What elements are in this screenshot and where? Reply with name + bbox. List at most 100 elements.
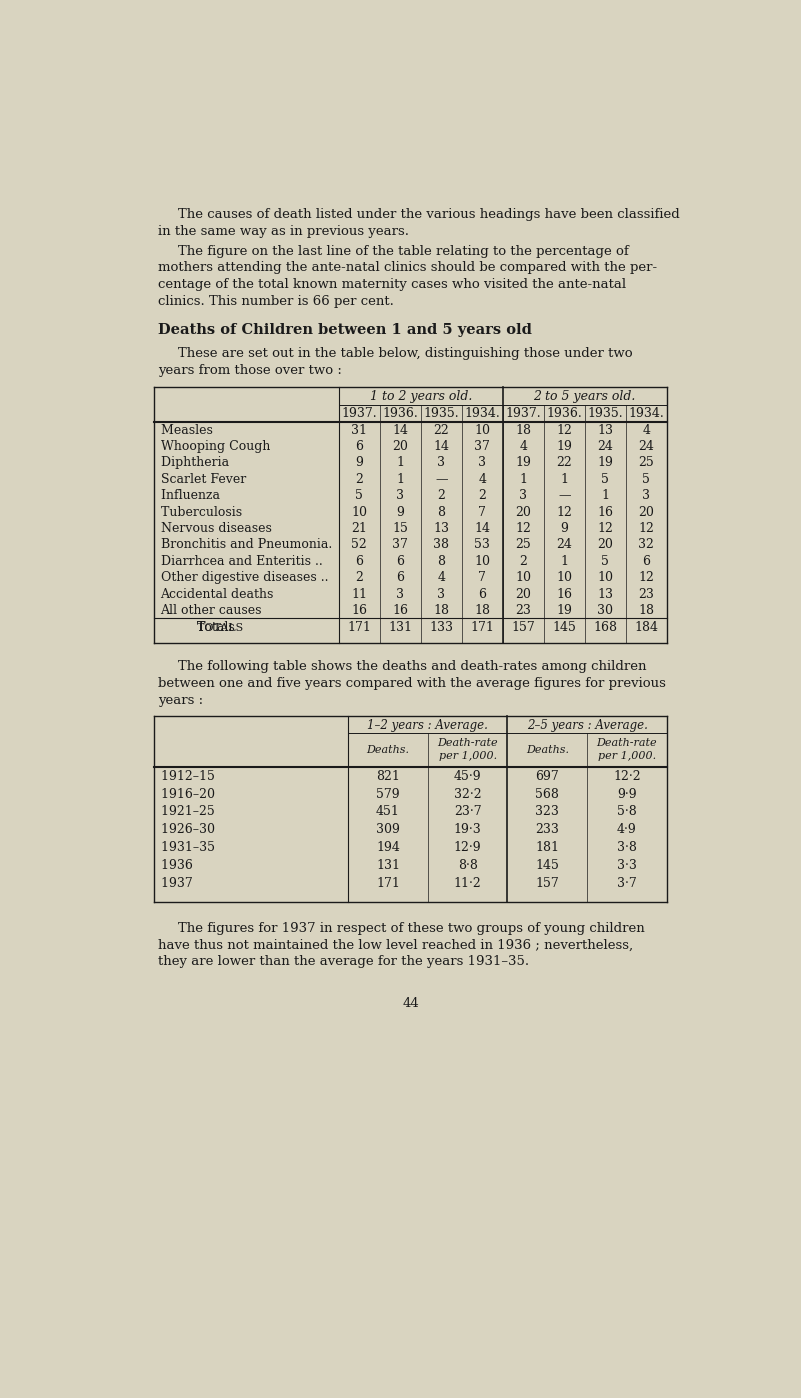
Text: 23: 23 [638, 587, 654, 601]
Text: they are lower than the average for the years 1931–35.: they are lower than the average for the … [159, 955, 529, 969]
Text: 6: 6 [642, 555, 650, 568]
Text: 16: 16 [598, 506, 614, 519]
Text: Influenza: Influenza [160, 489, 276, 502]
Text: between one and five years compared with the average figures for previous: between one and five years compared with… [159, 677, 666, 689]
Text: 24: 24 [638, 440, 654, 453]
Text: 19: 19 [556, 604, 572, 617]
Text: 5: 5 [356, 489, 363, 502]
Text: Diarrhcea and Enteritis ..: Diarrhcea and Enteritis .. [160, 555, 322, 568]
Text: 11: 11 [352, 587, 368, 601]
Text: 10: 10 [515, 572, 531, 584]
Text: 3·8: 3·8 [617, 842, 637, 854]
Text: 14: 14 [433, 440, 449, 453]
Text: 23·7: 23·7 [453, 805, 481, 818]
Text: 53: 53 [474, 538, 490, 551]
Text: The figure on the last line of the table relating to the percentage of: The figure on the last line of the table… [178, 245, 628, 257]
Text: Diphtheria: Diphtheria [160, 456, 280, 470]
Text: 38: 38 [433, 538, 449, 551]
Text: 6: 6 [356, 440, 364, 453]
Text: 9·9: 9·9 [617, 787, 637, 801]
Text: 16: 16 [556, 587, 572, 601]
Text: Death-rate
per 1,000.: Death-rate per 1,000. [437, 738, 498, 761]
Text: 1–2 years : Average.: 1–2 years : Average. [368, 719, 488, 731]
Text: 145: 145 [552, 622, 576, 635]
Text: 1912–15: 1912–15 [160, 770, 291, 783]
Text: years :: years : [159, 693, 203, 706]
Text: 19: 19 [515, 456, 531, 470]
Text: Bronchitis and Pneumonia.: Bronchitis and Pneumonia. [160, 538, 332, 551]
Text: 13: 13 [598, 424, 614, 436]
Text: 2: 2 [478, 489, 486, 502]
Text: 1935.: 1935. [424, 407, 459, 421]
Text: 10: 10 [598, 572, 614, 584]
Text: 697: 697 [535, 770, 559, 783]
Text: Other digestive diseases ..: Other digestive diseases .. [160, 572, 328, 584]
Text: 18: 18 [474, 604, 490, 617]
Text: 21: 21 [352, 521, 367, 535]
Text: Whooping Cough: Whooping Cough [160, 440, 302, 453]
Text: 16: 16 [352, 604, 368, 617]
Text: The causes of death listed under the various headings have been classified: The causes of death listed under the var… [178, 208, 679, 221]
Text: 1: 1 [396, 456, 405, 470]
Text: 194: 194 [376, 842, 400, 854]
Text: 2–5 years : Average.: 2–5 years : Average. [526, 719, 647, 731]
Text: 14: 14 [474, 521, 490, 535]
Text: 7: 7 [478, 506, 486, 519]
Text: 1: 1 [519, 473, 527, 485]
Text: 5: 5 [642, 473, 650, 485]
Text: 133: 133 [429, 622, 453, 635]
Text: years from those over two :: years from those over two : [159, 363, 342, 377]
Text: 1921–25: 1921–25 [160, 805, 290, 818]
Text: 10: 10 [474, 424, 490, 436]
Text: 1936: 1936 [160, 858, 280, 872]
Text: 181: 181 [535, 842, 559, 854]
Text: 4: 4 [519, 440, 527, 453]
Text: 6: 6 [396, 555, 405, 568]
Text: 12: 12 [638, 521, 654, 535]
Text: 19: 19 [556, 440, 572, 453]
Text: 145: 145 [535, 858, 559, 872]
Text: 2: 2 [356, 572, 363, 584]
Text: 12·9: 12·9 [453, 842, 481, 854]
Text: The following table shows the deaths and death-rates among children: The following table shows the deaths and… [178, 660, 646, 672]
Text: 821: 821 [376, 770, 400, 783]
Text: 18: 18 [515, 424, 531, 436]
Text: 9: 9 [396, 506, 405, 519]
Text: 1937.: 1937. [341, 407, 377, 421]
Text: These are set out in the table below, distinguishing those under two: These are set out in the table below, di… [178, 347, 632, 361]
Text: T: T [197, 622, 205, 635]
Text: The figures for 1937 in respect of these two groups of young children: The figures for 1937 in respect of these… [178, 921, 644, 935]
Text: 24: 24 [556, 538, 572, 551]
Text: 579: 579 [376, 787, 400, 801]
Text: All other causes: All other causes [160, 604, 294, 617]
Text: 3: 3 [396, 489, 405, 502]
Text: 16: 16 [392, 604, 409, 617]
Text: 1: 1 [396, 473, 405, 485]
Text: 131: 131 [376, 858, 400, 872]
Text: 4·9: 4·9 [617, 823, 637, 836]
Text: 45·9: 45·9 [453, 770, 481, 783]
Text: 12: 12 [556, 506, 572, 519]
Text: 3: 3 [396, 587, 405, 601]
Text: 30: 30 [598, 604, 614, 617]
Text: TOTALS: TOTALS [197, 624, 264, 633]
Text: Totals: Totals [197, 622, 263, 635]
Text: 12: 12 [515, 521, 531, 535]
Text: have thus not maintained the low level reached in 1936 ; nevertheless,: have thus not maintained the low level r… [159, 938, 634, 952]
Text: 12: 12 [556, 424, 572, 436]
Text: 2: 2 [519, 555, 527, 568]
Text: 32: 32 [638, 538, 654, 551]
Text: Deaths.: Deaths. [525, 745, 569, 755]
Text: 20: 20 [598, 538, 613, 551]
Text: Measles: Measles [160, 424, 280, 436]
Text: 19: 19 [598, 456, 613, 470]
Text: Tuberculosis: Tuberculosis [160, 506, 282, 519]
Text: Scarlet Fever: Scarlet Fever [160, 473, 286, 485]
Text: 20: 20 [515, 506, 531, 519]
Text: 451: 451 [376, 805, 400, 818]
Text: 37: 37 [474, 440, 490, 453]
Text: 18: 18 [433, 604, 449, 617]
Text: 233: 233 [535, 823, 559, 836]
Text: 1916–20: 1916–20 [160, 787, 291, 801]
Text: 20: 20 [515, 587, 531, 601]
